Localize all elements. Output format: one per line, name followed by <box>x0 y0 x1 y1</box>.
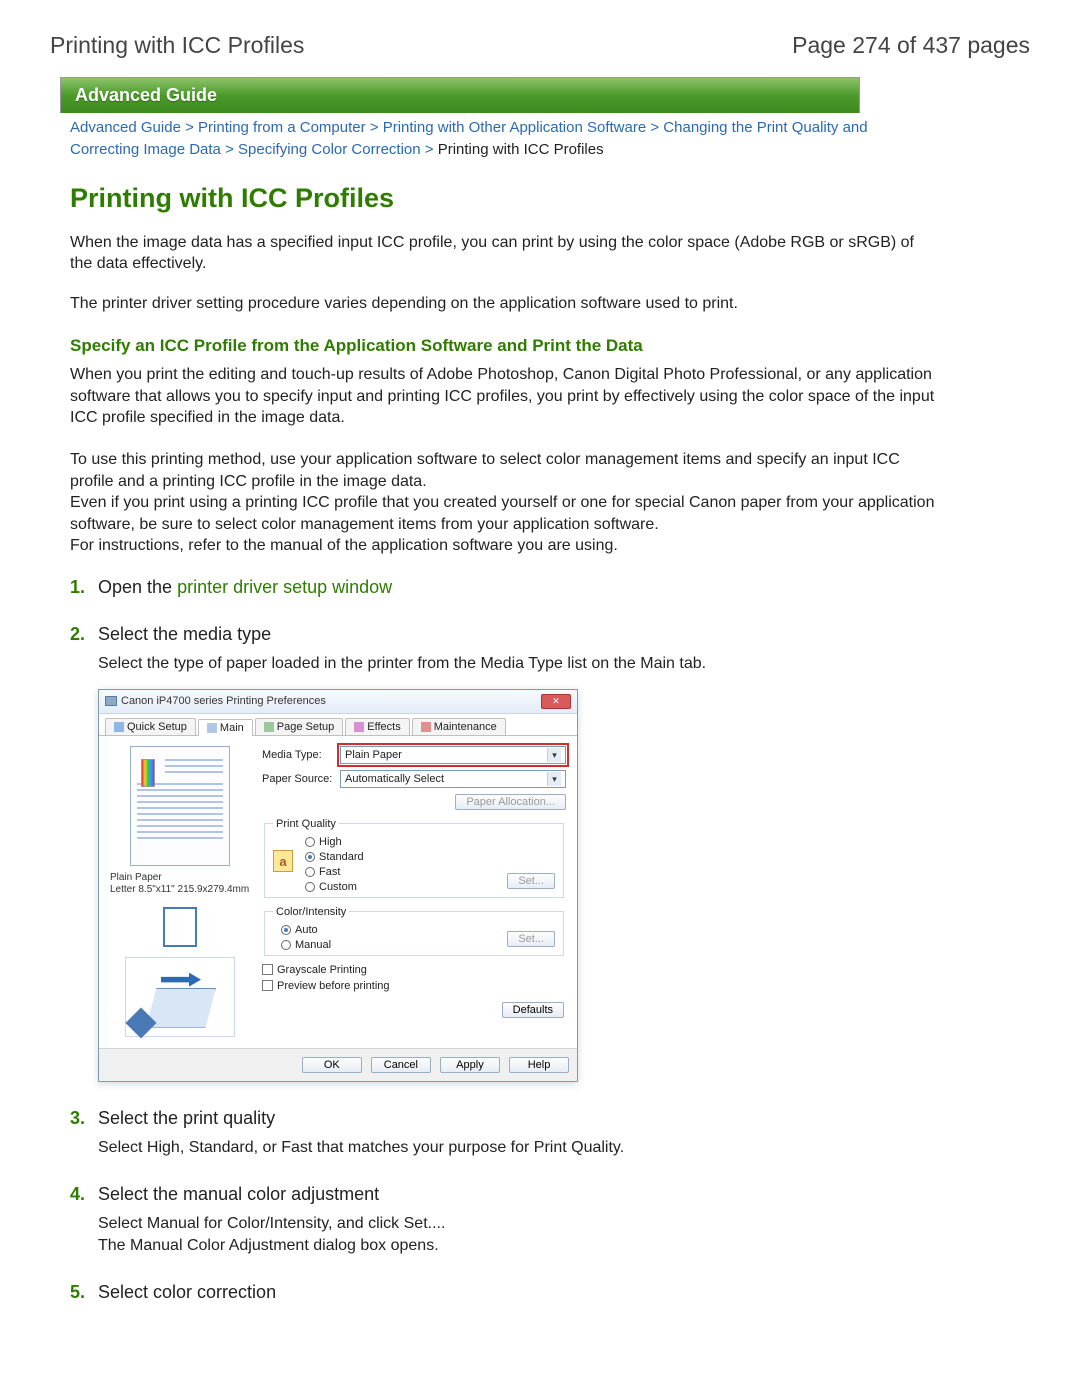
media-type-label: Media Type: <box>262 749 334 761</box>
step-3-desc: Select High, Standard, or Fast that matc… <box>98 1137 940 1159</box>
step-2: 2. Select the media type Select the type… <box>70 624 940 1082</box>
tab-page-setup[interactable]: Page Setup <box>255 718 344 735</box>
step-3-title: Select the print quality <box>98 1108 940 1129</box>
quality-standard-radio[interactable]: Standard <box>305 851 364 863</box>
breadcrumbs: Advanced Guide > Printing from a Compute… <box>70 117 870 161</box>
quality-icon: a <box>273 850 293 872</box>
crumb-0[interactable]: Advanced Guide <box>70 119 181 136</box>
step-num: 1. <box>70 577 85 598</box>
step-4-title: Select the manual color adjustment <box>98 1184 940 1205</box>
close-icon[interactable]: ✕ <box>541 694 571 709</box>
step-2-title: Select the media type <box>98 624 940 645</box>
intro-paragraph-2: The printer driver setting procedure var… <box>70 293 940 315</box>
step-5-title: Select color correction <box>98 1282 940 1303</box>
tab-effects[interactable]: Effects <box>345 718 409 735</box>
crumb-2[interactable]: Printing with Other Application Software <box>383 119 646 136</box>
doc-title: Printing with ICC Profiles <box>50 32 304 59</box>
dialog-tabs: Quick Setup Main Page Setup Effects Main… <box>99 714 577 736</box>
grayscale-checkbox[interactable]: Grayscale Printing <box>262 964 566 976</box>
step-1: 1. Open the printer driver setup window <box>70 577 940 598</box>
media-type-dropdown[interactable]: Plain Paper ▾ <box>340 746 566 764</box>
tab-maintenance[interactable]: Maintenance <box>412 718 506 735</box>
chevron-down-icon: ▾ <box>547 748 561 762</box>
step-4-desc: Select Manual for Color/Intensity, and c… <box>98 1213 940 1256</box>
preview-checkbox[interactable]: Preview before printing <box>262 980 566 992</box>
step-4: 4. Select the manual color adjustment Se… <box>70 1184 940 1256</box>
cancel-button[interactable]: Cancel <box>371 1057 431 1073</box>
paper-source-dropdown[interactable]: Automatically Select ▾ <box>340 770 566 788</box>
paper-allocation-button[interactable]: Paper Allocation... <box>455 794 566 810</box>
page-title: Printing with ICC Profiles <box>70 183 940 214</box>
help-button[interactable]: Help <box>509 1057 569 1073</box>
color-set-button[interactable]: Set... <box>507 931 555 947</box>
intro-paragraph-1: When the image data has a specified inpu… <box>70 232 940 275</box>
preview-paper-size: Letter 8.5"x11" 215.9x279.4mm <box>110 884 250 897</box>
quality-high-radio[interactable]: High <box>305 836 364 848</box>
step-1-title-pre: Open the <box>98 577 177 597</box>
preview-paper-name: Plain Paper <box>110 872 250 885</box>
printer-icon <box>105 696 117 706</box>
page-icon <box>163 907 197 947</box>
section-para-2: To use this printing method, use your ap… <box>70 449 940 557</box>
guide-banner: Advanced Guide <box>60 77 860 113</box>
quality-set-button[interactable]: Set... <box>507 873 555 889</box>
tab-main[interactable]: Main <box>198 719 253 736</box>
step-2-desc: Select the type of paper loaded in the p… <box>98 653 940 675</box>
printing-preferences-dialog: Canon iP4700 series Printing Preferences… <box>98 689 578 1082</box>
quality-custom-radio[interactable]: Custom <box>305 881 364 893</box>
print-quality-group: Print Quality a High Standard Fast Custo… <box>264 818 564 898</box>
crumb-1[interactable]: Printing from a Computer <box>198 119 366 136</box>
page-number: Page 274 of 437 pages <box>792 32 1030 59</box>
section-para-1: When you print the editing and touch-up … <box>70 364 940 429</box>
color-intensity-group: Color/Intensity Auto Manual Set... <box>264 906 564 956</box>
step-num: 4. <box>70 1184 85 1205</box>
step-5: 5. Select color correction <box>70 1282 940 1303</box>
printer-driver-setup-link[interactable]: printer driver setup window <box>177 577 392 597</box>
tab-quick-setup[interactable]: Quick Setup <box>105 718 196 735</box>
preview-column: Plain Paper Letter 8.5"x11" 215.9x279.4m… <box>110 746 250 1037</box>
step-3: 3. Select the print quality Select High,… <box>70 1108 940 1159</box>
section-heading: Specify an ICC Profile from the Applicat… <box>70 336 940 356</box>
dialog-title: Canon iP4700 series Printing Preferences <box>105 695 326 707</box>
printer-illustration <box>125 957 235 1037</box>
defaults-button[interactable]: Defaults <box>502 1002 564 1018</box>
step-num: 3. <box>70 1108 85 1129</box>
paper-source-label: Paper Source: <box>262 773 334 785</box>
step-num: 2. <box>70 624 85 645</box>
crumb-5: Printing with ICC Profiles <box>438 141 604 158</box>
apply-button[interactable]: Apply <box>440 1057 500 1073</box>
chevron-down-icon: ▾ <box>547 772 561 786</box>
crumb-4[interactable]: Specifying Color Correction <box>238 141 421 158</box>
step-num: 5. <box>70 1282 85 1303</box>
ok-button[interactable]: OK <box>302 1057 362 1073</box>
quality-fast-radio[interactable]: Fast <box>305 866 364 878</box>
